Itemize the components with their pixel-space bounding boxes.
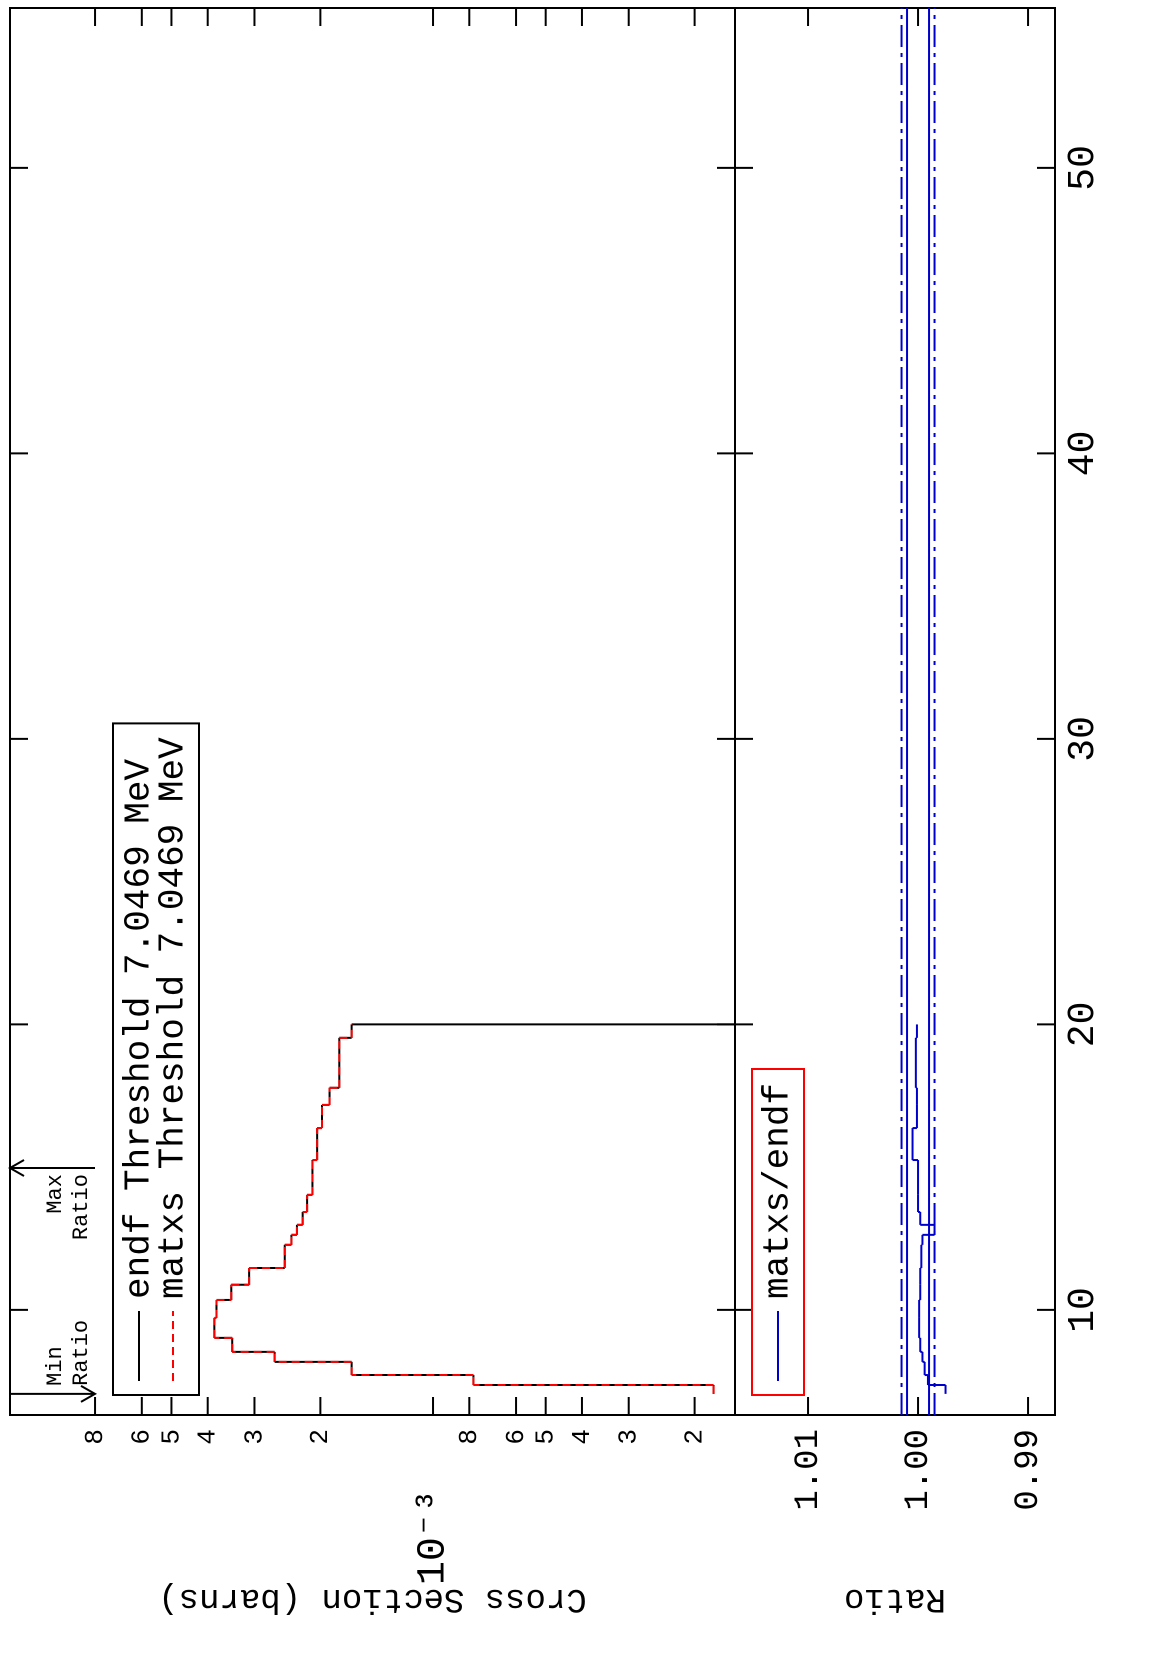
legend-box (112, 722, 200, 1396)
x-tick-label: 30 (1062, 716, 1105, 762)
y-tick-label: 6 (127, 1429, 157, 1445)
x-tick-label: 40 (1062, 431, 1105, 477)
x-tick-label: 50 (1062, 145, 1105, 191)
annotation-text: Ratio (69, 1174, 94, 1240)
annotation-text: Max (43, 1174, 68, 1214)
annotation-text: Min (43, 1346, 68, 1386)
y-tick-label: 8 (454, 1429, 484, 1445)
y-tick-label: 3 (614, 1429, 644, 1445)
y-tick-label: 4 (567, 1429, 597, 1445)
y-axis-label: Ratio (844, 1579, 946, 1617)
y-tick-label: 0.99 (1010, 1429, 1048, 1511)
y-tick-label: 4 (193, 1429, 223, 1445)
legend-label: endf Threshold 7.0469 MeV (119, 759, 160, 1299)
x-tick-label: 20 (1062, 1002, 1105, 1048)
plot-frame (734, 7, 1056, 1416)
legend-box (751, 1068, 805, 1396)
legend-label: matxs/endf (758, 1083, 799, 1299)
y-tick-label: 2 (679, 1429, 709, 1445)
y-tick-label: 5 (156, 1429, 186, 1445)
annotation-text: Ratio (69, 1320, 94, 1386)
arrow-head (80, 1385, 98, 1403)
x-tick-label: 10 (1062, 1287, 1105, 1333)
arrow-head (7, 1159, 25, 1177)
y-tick-label: 5 (531, 1429, 561, 1445)
y-tick-label: 10⁻³ (412, 1489, 457, 1585)
y-tick-label: 1.00 (900, 1429, 938, 1511)
y-tick-label: 3 (239, 1429, 269, 1445)
y-tick-label: 2 (305, 1429, 335, 1445)
y-tick-label: 8 (80, 1429, 110, 1445)
y-tick-label: 6 (501, 1429, 531, 1445)
legend-label: matxs Threshold 7.0469 MeV (153, 737, 194, 1299)
y-tick-label: 1.01 (790, 1429, 828, 1511)
y-axis-label: Cross Section (barns) (158, 1579, 586, 1617)
